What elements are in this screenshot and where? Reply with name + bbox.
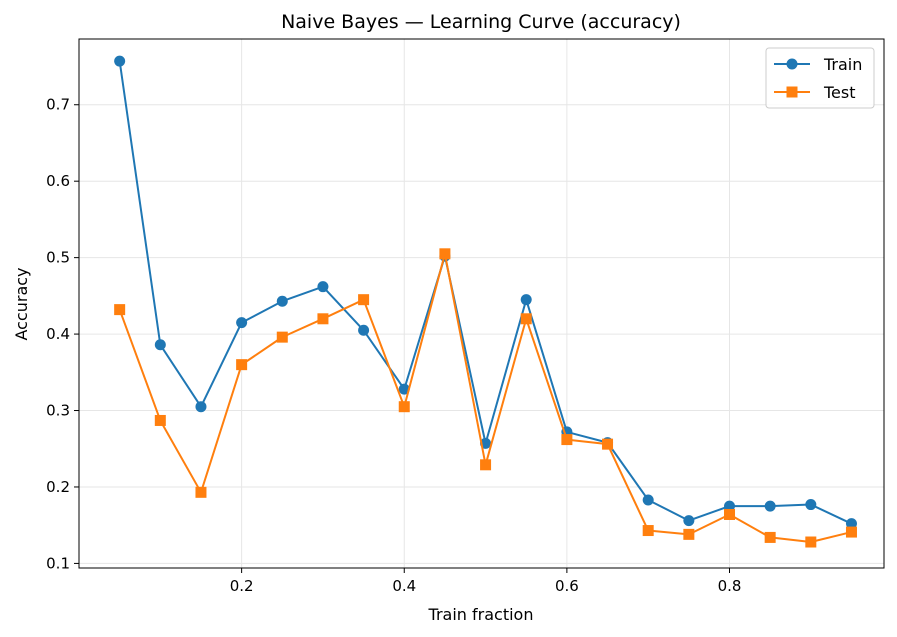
train-point (724, 500, 736, 512)
x-tick-label: 0.4 (392, 577, 416, 595)
train-point (845, 518, 857, 530)
grid-lines (79, 39, 884, 568)
train-point (642, 494, 654, 506)
train-point (398, 383, 410, 395)
y-axis-label: Accuracy (12, 267, 31, 340)
x-tick-label: 0.8 (718, 577, 742, 595)
train-point (317, 281, 329, 293)
train-point (358, 324, 370, 336)
x-tick-label: 0.6 (555, 577, 579, 595)
test-point (236, 359, 248, 371)
plot-frame (78, 38, 885, 569)
legend-label-train: Train (823, 55, 862, 74)
test-point (845, 526, 857, 538)
test-point (154, 414, 166, 426)
train-point (683, 515, 695, 527)
test-point (480, 459, 492, 471)
y-tick-label: 0.2 (46, 478, 70, 496)
legend-marker-train (786, 58, 798, 70)
train-point (764, 500, 776, 512)
legend-marker-test (786, 86, 798, 98)
series-train (114, 55, 857, 530)
y-tick-label: 0.4 (46, 325, 70, 343)
test-point (520, 313, 532, 325)
test-point (398, 401, 410, 413)
train-point (154, 339, 166, 351)
legend-entry-train: Train (774, 55, 862, 74)
series-layer (114, 55, 857, 548)
legend: Train Test (765, 47, 875, 109)
y-axis-ticks: 0.1 0.2 0.3 0.4 0.5 0.6 0.7 (46, 96, 79, 572)
x-tick-label: 0.2 (230, 577, 254, 595)
chart-title: Naive Bayes — Learning Curve (accuracy) (281, 11, 681, 33)
legend-entry-test: Test (774, 83, 856, 102)
test-point (439, 248, 451, 260)
test-point (561, 434, 573, 446)
y-tick-label: 0.7 (46, 96, 70, 114)
test-point (114, 304, 126, 316)
y-tick-label: 0.5 (46, 249, 70, 267)
test-point (602, 438, 614, 450)
test-point (764, 531, 776, 543)
y-tick-label: 0.6 (46, 172, 70, 190)
series-test (114, 248, 857, 548)
test-point (195, 486, 207, 498)
train-point (195, 401, 207, 413)
x-axis-label: Train fraction (428, 605, 534, 624)
test-point (276, 331, 288, 343)
legend-label-test: Test (823, 83, 856, 102)
test-point (642, 525, 654, 537)
train-point (276, 295, 288, 307)
test-point (358, 294, 370, 306)
train-point (520, 294, 532, 306)
x-axis-ticks: 0.2 0.4 0.6 0.8 (230, 568, 742, 595)
y-tick-label: 0.1 (46, 554, 70, 572)
train-point (114, 55, 126, 67)
train-point (805, 499, 817, 511)
test-point (805, 536, 817, 548)
train-point (236, 317, 248, 329)
test-point (724, 508, 736, 520)
test-point (683, 528, 695, 540)
test-point (317, 313, 329, 325)
y-tick-label: 0.3 (46, 402, 70, 420)
